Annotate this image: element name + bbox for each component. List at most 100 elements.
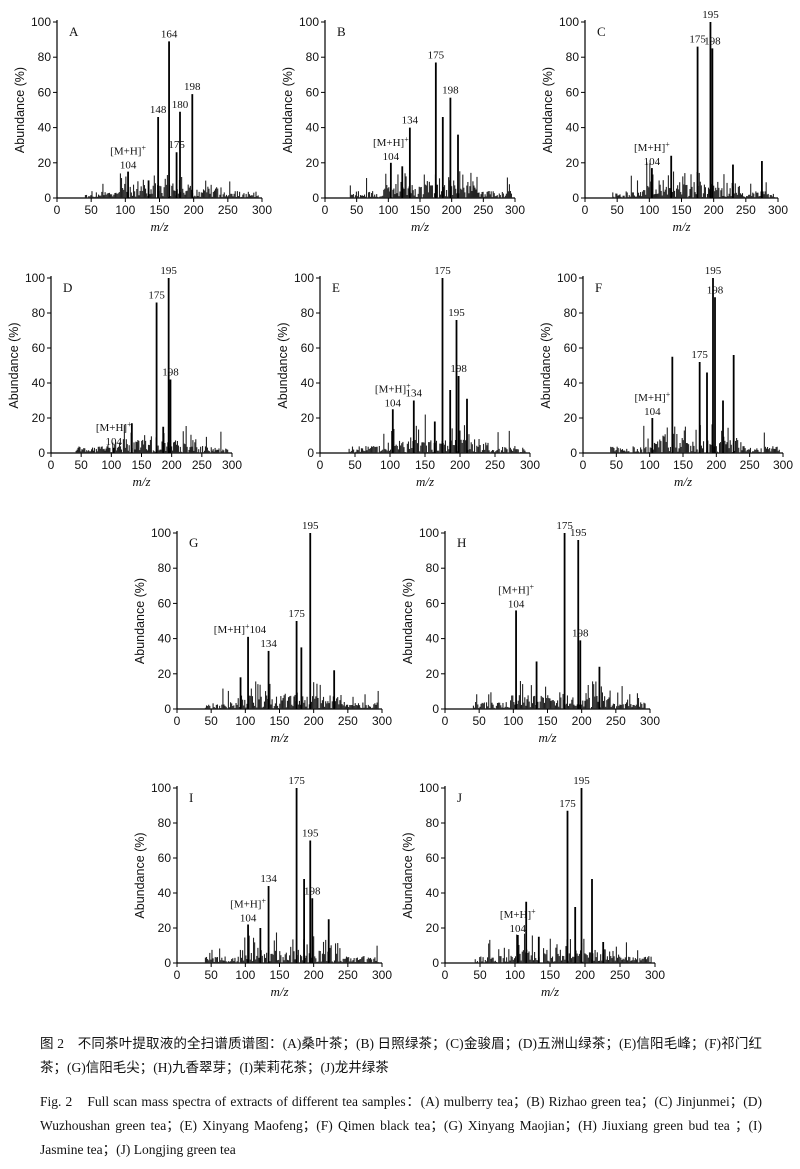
x-tick-label: 150 [410,203,430,217]
y-axis-label: Abundance (%) [7,322,21,408]
x-axis-label: m/z [270,730,288,745]
precursor-annotation: [M+H]+ [230,897,266,911]
x-axis-label: m/z [538,730,556,745]
peak-annotation: 134 [402,115,419,127]
y-tick-label: 60 [38,85,52,99]
x-tick-label: 150 [131,458,151,472]
noise-peaks [472,933,652,963]
panel-label: B [337,24,346,39]
panel-label: H [457,535,466,550]
peak-annotation: 104 [644,406,661,418]
y-tick-label: 100 [294,271,314,285]
y-axis-label: Abundance (%) [133,832,147,918]
y-tick-label: 80 [566,50,580,64]
precursor-annotation: [M+H]+ [375,381,411,395]
y-tick-label: 80 [301,306,315,320]
y-tick-label: 40 [426,886,440,900]
spectrum-panel-j: 0 20 40 60 80 100 0 50 100 150 200 250 300 m/z Abundan… [401,775,665,999]
panel-label: G [189,535,198,550]
x-tick-label: 200 [575,968,595,982]
x-tick-label: 300 [372,714,392,728]
y-tick-label: 20 [566,156,580,170]
x-tick-label: 150 [269,968,289,982]
y-tick-label: 80 [32,306,46,320]
x-tick-label: 0 [317,458,324,472]
peak-annotation: 198 [442,85,459,97]
x-tick-label: 150 [415,458,435,472]
x-axis-label: m/z [416,474,434,489]
y-tick-label: 100 [151,781,171,795]
spectrum-panel-b: 0 20 40 60 80 100 0 50 100 150 200 250 300 m/z Abundan… [281,15,525,234]
noise-peaks [609,424,780,453]
precursor-annotation: [M+H]+ [634,140,670,154]
peak-annotation: 175 [689,34,706,46]
y-tick-label: 40 [301,376,315,390]
x-tick-label: 100 [505,968,525,982]
peak-annotation: 195 [702,9,719,21]
x-tick-label: 50 [84,203,98,217]
panel-label: D [63,280,72,295]
peak-annotation: 134 [260,873,277,885]
y-tick-label: 40 [38,121,52,135]
peak-annotation: 198 [450,363,467,375]
noise-peaks [610,162,775,198]
y-tick-label: 0 [164,956,171,970]
x-tick-label: 100 [235,968,255,982]
peak-annotation: 195 [573,775,590,787]
x-tick-label: 300 [252,203,272,217]
x-tick-label: 100 [640,458,660,472]
x-tick-label: 50 [472,714,486,728]
panel-label: J [457,790,462,805]
y-tick-label: 20 [301,411,315,425]
y-tick-label: 100 [151,526,171,540]
y-tick-label: 40 [566,121,580,135]
spectrum-panel-i: 0 20 40 60 80 100 0 50 100 150 200 250 300 m/z Abundan… [133,775,392,999]
caption-chinese: 图 2 不同茶叶提取液的全扫谱质谱图：(A)桑叶茶；(B) 日照绿茶；(C)金骏… [40,1036,762,1075]
x-tick-label: 100 [235,714,255,728]
y-tick-label: 0 [164,702,171,716]
y-tick-label: 20 [38,156,52,170]
peak-annotation: 104 [644,156,661,168]
peak-annotation: 104 [510,923,527,935]
peak-annotation: 175 [691,349,708,361]
y-tick-label: 100 [559,15,579,29]
y-tick-label: 80 [158,561,172,575]
x-tick-label: 200 [184,203,204,217]
precursor-annotation: [M+H]+ [634,390,670,404]
x-axis-label: m/z [672,219,690,234]
x-tick-label: 150 [269,714,289,728]
y-tick-label: 40 [306,121,320,135]
x-tick-label: 300 [768,203,788,217]
peak-annotation: 104 [385,397,402,409]
panel-label: C [597,24,606,39]
peak-annotation: 164 [161,28,178,40]
y-tick-label: 100 [419,526,439,540]
y-tick-label: 0 [432,702,439,716]
spectrum-panel-g: 0 20 40 60 80 100 0 50 100 150 200 250 300 m/z Abundan… [133,520,392,745]
peak-annotation: 195 [570,527,587,539]
x-tick-label: 50 [610,203,624,217]
x-tick-label: 300 [505,203,525,217]
y-tick-label: 0 [38,446,45,460]
noise-peaks [347,414,527,453]
y-tick-label: 80 [38,50,52,64]
spectrum-panel-d: 0 20 40 60 80 100 0 50 100 150 200 250 300 m/z Abundan… [7,265,242,489]
x-tick-label: 100 [378,203,398,217]
peak-annotation: 180 [172,99,189,111]
x-tick-label: 200 [442,203,462,217]
x-tick-label: 200 [450,458,470,472]
peak-annotation: 104 [508,598,525,610]
spectrum-panel-c: 0 20 40 60 80 100 0 50 100 150 200 250 300 m/z Abundan… [541,9,788,234]
x-tick-label: 200 [572,714,592,728]
x-tick-label: 50 [74,458,88,472]
peak-annotation: 175 [428,49,445,61]
x-tick-label: 300 [773,458,793,472]
panel-label: F [595,280,602,295]
peak-annotation: 198 [304,885,321,897]
peak-annotation: 134 [406,388,423,400]
peak-annotation: 198 [572,627,589,639]
caption-english: Fig. 2 Full scan mass spectra of extract… [40,1094,762,1157]
x-tick-label: 250 [338,968,358,982]
x-tick-label: 50 [350,203,364,217]
